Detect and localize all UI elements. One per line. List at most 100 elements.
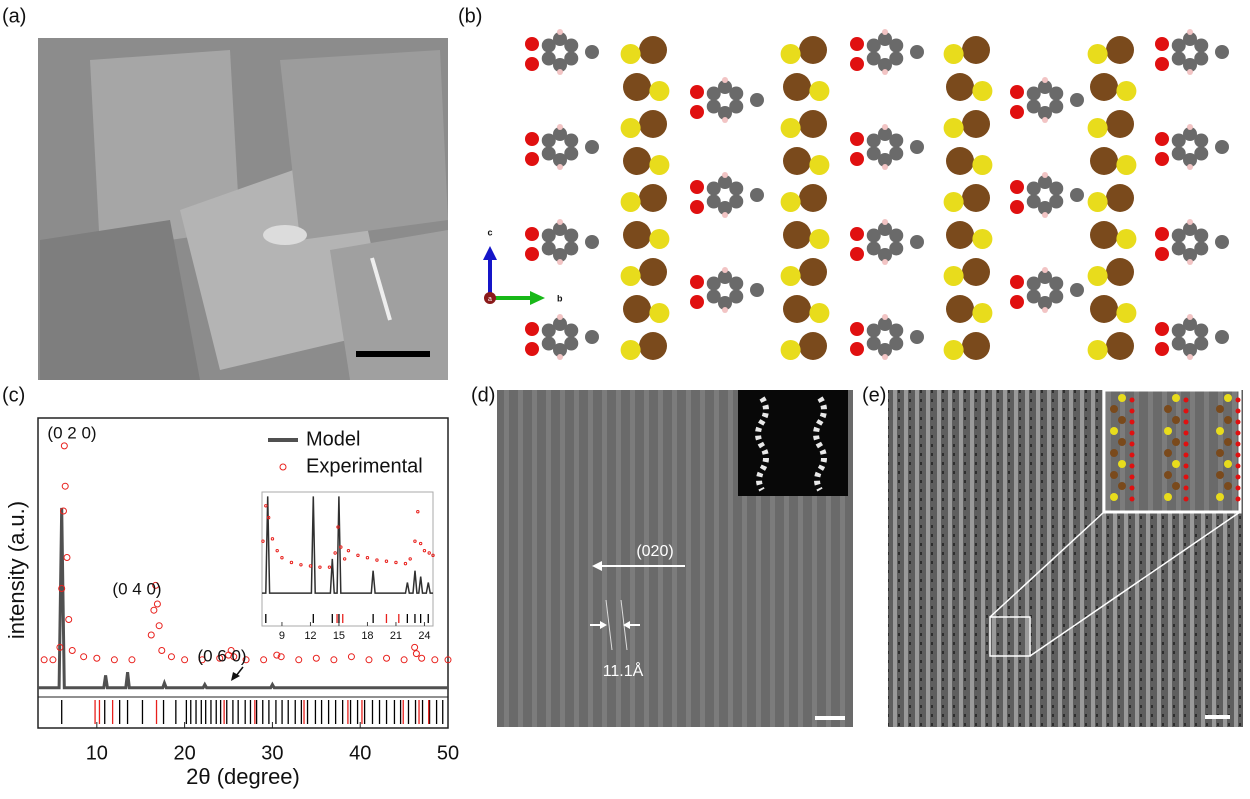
- atom: [722, 212, 728, 218]
- atom: [1110, 427, 1118, 435]
- data-point: [384, 559, 389, 563]
- inset-x-tick-label: 15: [333, 630, 345, 642]
- data-point: [394, 560, 398, 565]
- x-tick-label: 40: [349, 742, 371, 764]
- atom: [1038, 80, 1052, 94]
- atom: [1194, 133, 1209, 148]
- data-point: [365, 556, 370, 560]
- atom: [620, 266, 641, 286]
- data-point: [412, 650, 420, 658]
- tem-image-d: [497, 390, 853, 727]
- atom: [1026, 289, 1041, 304]
- x-tick-label: 30: [261, 742, 283, 764]
- atom: [623, 73, 651, 101]
- atom: [541, 228, 556, 243]
- tem-image-e: [888, 388, 1243, 727]
- atom: [1129, 496, 1135, 502]
- atom: [729, 194, 744, 209]
- data-point: [277, 653, 285, 661]
- x-tick-label: 10: [86, 742, 108, 764]
- atom: [1026, 276, 1041, 291]
- atom: [889, 323, 904, 338]
- x-tick-label: 20: [173, 742, 195, 764]
- atom: [1187, 29, 1193, 35]
- atom: [1164, 405, 1172, 413]
- atom: [541, 241, 556, 256]
- atom: [1118, 438, 1126, 446]
- atom: [564, 228, 579, 243]
- x-tick-label: 50: [437, 742, 459, 764]
- atom: [553, 127, 567, 141]
- atom: [1216, 405, 1224, 413]
- atom: [878, 153, 892, 167]
- atom: [1038, 201, 1052, 215]
- axis-label: b: [557, 293, 563, 303]
- data-point: [261, 539, 265, 543]
- atom: [1164, 449, 1172, 457]
- data-point: [416, 510, 420, 514]
- atom: [1038, 270, 1052, 284]
- atom: [783, 147, 811, 175]
- atom: [1183, 343, 1197, 357]
- atom: [1090, 73, 1118, 101]
- atom: [1171, 146, 1186, 161]
- atom: [780, 340, 801, 360]
- atom: [1235, 397, 1241, 403]
- atom: [564, 146, 579, 161]
- atom: [1110, 405, 1118, 413]
- atom: [718, 175, 732, 189]
- atom: [557, 354, 563, 360]
- model-line: [262, 496, 433, 594]
- y-axis-label: intensity (a.u.): [4, 501, 29, 639]
- spacing-label: 11.1Å: [603, 661, 644, 680]
- atom: [649, 81, 670, 101]
- atom: [690, 295, 704, 309]
- atom: [639, 36, 667, 64]
- atom: [783, 73, 811, 101]
- data-point: [147, 631, 155, 639]
- atom: [878, 317, 892, 331]
- data-point: [336, 525, 340, 529]
- model-line: [38, 507, 448, 690]
- atom: [1010, 200, 1024, 214]
- data-point: [110, 656, 118, 664]
- atom: [1070, 283, 1084, 297]
- atom: [882, 164, 888, 170]
- peak-annotation: (0 2 0): [47, 423, 96, 442]
- atom: [1224, 460, 1232, 468]
- atom: [1216, 449, 1224, 457]
- atom: [780, 44, 801, 64]
- atom: [1171, 38, 1186, 53]
- peak-annotation: (0 6 0): [197, 646, 246, 665]
- atom: [1129, 408, 1135, 414]
- atom: [585, 235, 599, 249]
- atom: [1038, 106, 1052, 120]
- atom: [557, 164, 563, 170]
- atom: [564, 336, 579, 351]
- atom: [962, 36, 990, 64]
- atom: [1183, 397, 1189, 403]
- atom: [706, 86, 721, 101]
- atom: [1026, 86, 1041, 101]
- atom: [553, 343, 567, 357]
- atom: [1172, 394, 1180, 402]
- data-point: [418, 654, 426, 662]
- atom: [972, 303, 993, 323]
- data-point: [431, 553, 435, 558]
- atom: [1090, 295, 1118, 323]
- atom: [541, 323, 556, 338]
- atom: [1187, 69, 1193, 75]
- atom: [889, 241, 904, 256]
- data-point: [260, 656, 268, 664]
- atom: [1155, 227, 1169, 241]
- atom: [541, 51, 556, 66]
- data-point: [273, 651, 281, 659]
- atom: [1172, 438, 1180, 446]
- atom: [1216, 427, 1224, 435]
- atom: [878, 32, 892, 46]
- atom: [1106, 332, 1134, 360]
- data-point: [155, 622, 163, 630]
- atom: [564, 51, 579, 66]
- atom: [1235, 430, 1241, 436]
- panel-label: (a): [2, 5, 26, 27]
